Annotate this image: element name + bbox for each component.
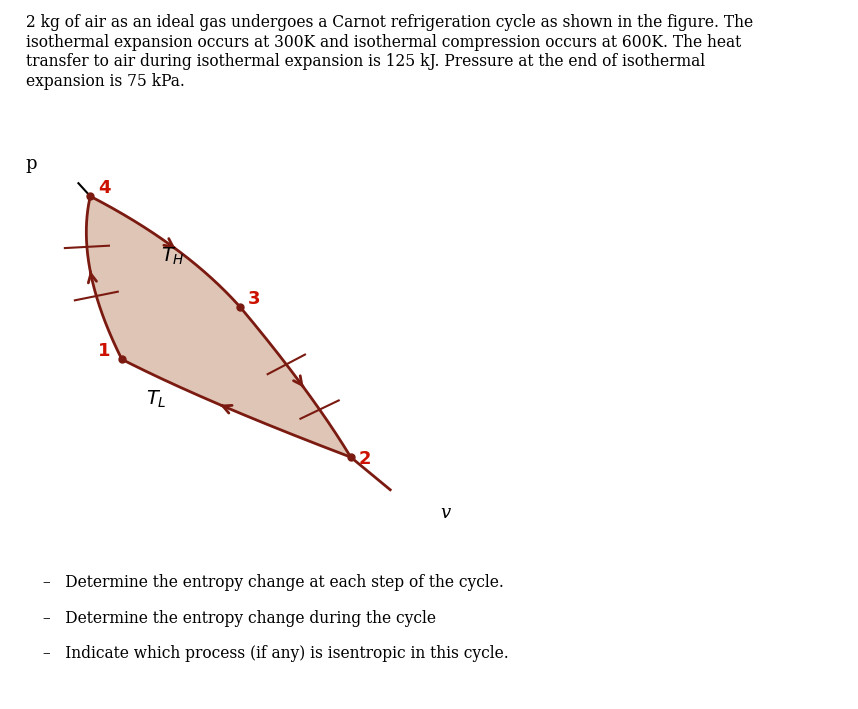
Text: v: v	[440, 503, 450, 522]
Text: $T_H$: $T_H$	[161, 245, 185, 267]
Text: p: p	[25, 155, 37, 172]
Text: –   Determine the entropy change during the cycle: – Determine the entropy change during th…	[43, 610, 436, 627]
Text: –   Indicate which process (if any) is isentropic in this cycle.: – Indicate which process (if any) is ise…	[43, 645, 509, 662]
Text: 2: 2	[359, 450, 372, 468]
Text: 2 kg of air as an ideal gas undergoes a Carnot refrigeration cycle as shown in t: 2 kg of air as an ideal gas undergoes a …	[26, 14, 752, 90]
Polygon shape	[87, 196, 351, 457]
Text: 3: 3	[248, 290, 261, 308]
Text: $T_L$: $T_L$	[146, 389, 166, 411]
Text: –   Determine the entropy change at each step of the cycle.: – Determine the entropy change at each s…	[43, 574, 504, 591]
Text: 4: 4	[98, 179, 111, 197]
Text: 1: 1	[98, 342, 111, 360]
